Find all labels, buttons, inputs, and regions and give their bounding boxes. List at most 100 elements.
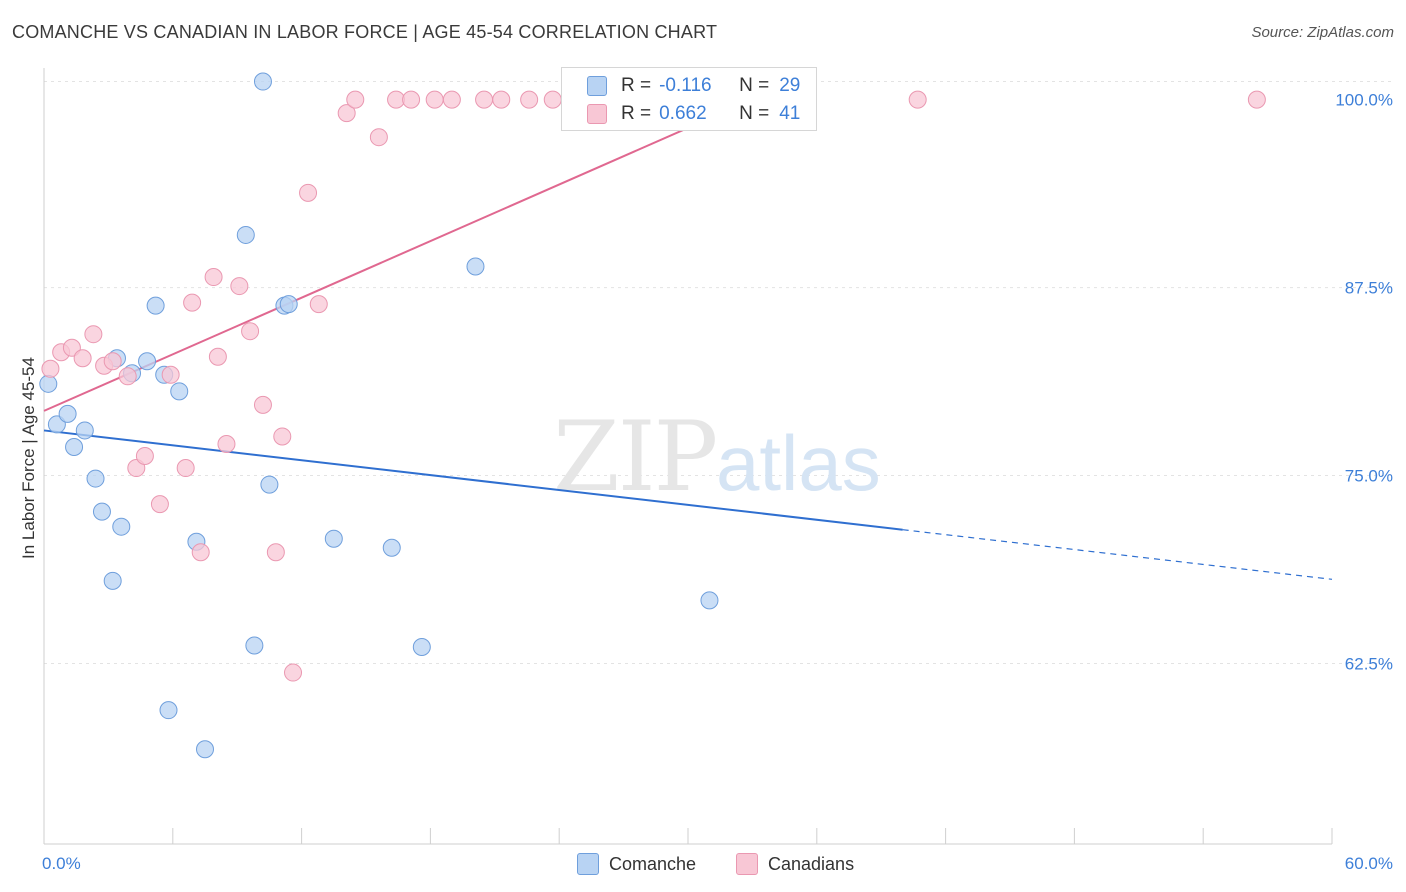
canadians-point <box>475 90 494 109</box>
x-tick-label: 60.0% <box>1345 854 1393 873</box>
comanche-point <box>170 382 189 401</box>
trend-lines <box>43 98 1333 580</box>
comanche-n-value: 29 <box>779 75 801 96</box>
canadians-point <box>150 495 169 514</box>
canadians-point <box>425 90 444 109</box>
canadians-point <box>369 128 388 147</box>
comanche-point <box>466 257 485 276</box>
comanche-point <box>58 404 77 423</box>
watermark-atlas: atlas <box>716 419 881 507</box>
comanche-swatch-icon <box>587 76 607 96</box>
comanche-point <box>86 469 105 488</box>
stats-row-comanche: R = -0.116 N = 29 <box>562 72 800 100</box>
y-axis-label: In Labor Force | Age 45-54 <box>19 357 38 559</box>
canadians-point <box>520 90 539 109</box>
watermark-zip: ZIP <box>553 401 716 513</box>
stats-legend-box: R = -0.116 N = 29 R = 0.662 N = 41 <box>561 67 817 131</box>
canadians-point <box>402 90 421 109</box>
canadians-point <box>183 293 202 312</box>
comanche-point <box>700 591 719 610</box>
canadians-swatch-icon <box>587 104 607 124</box>
canadians-point <box>41 359 60 378</box>
canadians-point <box>337 104 356 123</box>
canadians-point <box>253 395 272 414</box>
canadians-point <box>103 352 122 371</box>
comanche-point <box>65 437 84 456</box>
canadians-point <box>135 447 154 466</box>
canadians-point <box>492 90 511 109</box>
canadians-point <box>284 663 303 682</box>
comanche-trend-line <box>43 429 903 531</box>
comanche-point <box>382 538 401 557</box>
stats-n-label: N = <box>739 103 770 124</box>
canadians-legend-swatch-icon <box>736 853 758 875</box>
canadians-point <box>241 322 260 341</box>
canadians-point <box>230 277 249 296</box>
canadians-trend-line <box>43 98 753 412</box>
watermark: ZIP atlas <box>553 401 881 513</box>
comanche-point <box>196 740 214 759</box>
stats-r-label: R = <box>621 103 652 124</box>
comanche-point <box>92 502 111 521</box>
legend-item-comanche[interactable]: Comanche <box>577 851 696 877</box>
gridlines <box>44 81 1394 665</box>
canadians-point <box>908 90 927 109</box>
comanche-point <box>39 374 58 393</box>
stats-row-canadians: R = 0.662 N = 41 <box>562 100 800 128</box>
canadians-point <box>73 349 92 368</box>
comanche-point <box>245 636 264 655</box>
canadians-point <box>62 338 81 357</box>
tick-labels: 62.5% 75.0% 87.5% 100.0% 0.0% 60.0% <box>42 91 1393 873</box>
legend-label-comanche: Comanche <box>609 853 697 874</box>
chart-title: COMANCHE VS CANADIAN IN LABOR FORCE | AG… <box>12 22 718 42</box>
comanche-r-value: -0.116 <box>659 75 712 96</box>
canadians-point <box>217 434 236 453</box>
legend-label-canadians: Canadians <box>768 853 855 874</box>
comanche-legend-swatch-icon <box>577 853 599 875</box>
comanche-trend-extension <box>902 529 1333 580</box>
canadians-point <box>1247 90 1266 109</box>
comanche-point <box>279 295 298 314</box>
comanche-point <box>260 475 279 494</box>
comanche-point <box>412 637 431 656</box>
x-tick-label: 0.0% <box>42 854 81 873</box>
legend-item-canadians[interactable]: Canadians <box>736 851 854 877</box>
y-tick-label: 87.5% <box>1345 279 1393 298</box>
data-points <box>39 72 1266 759</box>
canadians-point <box>543 90 562 109</box>
comanche-point <box>103 571 122 590</box>
canadians-point <box>266 543 285 562</box>
canadians-point <box>191 543 210 562</box>
comanche-point <box>75 421 94 440</box>
comanche-point <box>324 529 343 548</box>
canadians-point <box>346 90 365 109</box>
y-tick-label: 100.0% <box>1335 91 1393 110</box>
comanche-point <box>138 352 157 371</box>
axes <box>43 68 1333 845</box>
canadians-point <box>309 295 328 314</box>
canadians-n-value: 41 <box>779 103 801 124</box>
canadians-point <box>204 268 223 287</box>
canadians-r-value: 0.662 <box>659 103 707 124</box>
canadians-point <box>84 325 103 344</box>
canadians-point <box>299 183 318 202</box>
y-tick-label: 75.0% <box>1345 467 1393 486</box>
comanche-point <box>253 72 272 91</box>
canadians-point <box>273 427 292 446</box>
canadians-point <box>442 90 461 109</box>
comanche-point <box>159 701 178 720</box>
comanche-point <box>236 225 255 244</box>
canadians-point <box>118 367 137 386</box>
canadians-point <box>161 365 180 384</box>
canadians-point <box>176 459 195 478</box>
source-label: Source: ZipAtlas.com <box>1251 24 1394 41</box>
canadians-point <box>387 90 406 109</box>
comanche-point <box>112 517 131 536</box>
comanche-point <box>47 415 66 434</box>
comanche-point <box>146 296 165 315</box>
y-tick-label: 62.5% <box>1345 655 1393 674</box>
stats-r-label: R = <box>621 75 652 96</box>
stats-n-label: N = <box>739 75 770 96</box>
canadians-point <box>208 347 227 366</box>
